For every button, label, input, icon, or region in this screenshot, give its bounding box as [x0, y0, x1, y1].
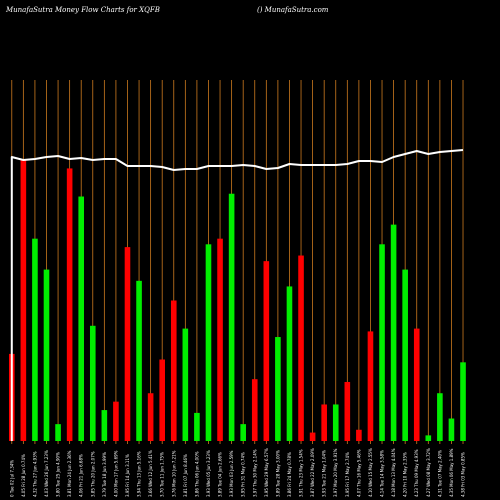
bar-up [32, 238, 38, 441]
x-tick-label: 3.95 Fri 14 Jun 3.11% [125, 454, 130, 497]
bar-up [228, 193, 235, 441]
bar-up [136, 280, 142, 441]
bar-up [275, 337, 281, 441]
x-tick-label: 3.86 Fri 24 May 0.78% [287, 452, 292, 497]
x-tick-label: 4.03 Wed 26 Jun 7.23% [44, 450, 49, 497]
x-tick-labels: 0 Tue 02 Jul 7.34% 4.05 Fri 28 Jun 0.74% 4… [9, 448, 465, 497]
bar-up [205, 244, 212, 441]
x-tick-label: 3.93 Mon 03 Jun 2.59% [229, 450, 234, 497]
x-tick-label: 4.14 Tue 14 May 3.58% [380, 450, 385, 497]
bar-down [298, 255, 304, 441]
x-tick-label: 3.91 Thu 23 May 1.54% [299, 449, 304, 497]
x-tick-label: 4.18 Mon 13 May 4.04% [391, 448, 396, 497]
x-tick-label: 4.20 Fri 10 May 2.35% [403, 452, 408, 497]
chart-title: MunafaSutra Money Flow Charts for XQFB [6, 6, 160, 14]
site-credit: () MunafaSutra.com [257, 6, 329, 14]
bar-up [425, 435, 432, 441]
x-tick-label: 4.38 Fri 03 May 0.85% [461, 452, 466, 497]
x-tick-label: 3.79 Tue 18 Jun 3.99% [102, 452, 107, 497]
money-flow-bars [8, 160, 466, 441]
x-tick-label: 0 Tue 02 Jul 7.34% [9, 460, 14, 497]
bar-up [78, 196, 85, 441]
x-tick-label: 3.81 Fri 07 Jun 8.46% [183, 454, 188, 497]
bar-down [217, 238, 223, 441]
x-tick-label: 4.27 Wed 08 May 3.72% [426, 448, 431, 497]
x-tick-label: 3.80 Tue 25 Jun 4.90% [56, 452, 61, 497]
x-tick-label: 3.95 Wed 29 May 6.57% [264, 448, 269, 497]
bar-up [240, 424, 246, 441]
x-tick-label: 3.70 Tue 11 Jun 1.75% [160, 452, 165, 497]
bar-down [113, 401, 119, 441]
bar-up [194, 412, 200, 441]
x-tick-label: 4.06 Fri 21 Jun 6.68% [79, 454, 84, 497]
x-tick-label: 4.05 Fri 28 Jun 0.74% [21, 454, 26, 497]
x-tick-label: 3.89 Tue 04 Jun 2.66% [218, 452, 223, 497]
bar-up [55, 424, 61, 441]
x-tick-label: 3.81 Mon 24 Jun 2.36% [67, 450, 72, 497]
bar-up [89, 325, 96, 441]
bar-up [448, 418, 455, 441]
bar-down [124, 247, 131, 441]
bar-down [344, 381, 351, 441]
bar-down [263, 261, 270, 441]
price-line-path [10, 149, 464, 442]
bar-down [321, 404, 327, 441]
bar-up [437, 393, 443, 441]
bar-up [182, 328, 189, 441]
bar-down [20, 160, 27, 441]
x-tick-label: 3.95 Fri 17 May 2.74% [345, 452, 350, 497]
x-tick-label: 3.66 Wed 12 Jun 5.41% [148, 450, 153, 497]
x-tick-label: 3.94 Thu 13 Jun 5.16% [137, 451, 142, 497]
bar-down [367, 331, 374, 441]
bar-up [101, 410, 108, 441]
bar-down [66, 168, 73, 441]
bar-up [402, 269, 408, 441]
bar-up [286, 286, 293, 441]
bar-up [379, 244, 385, 441]
x-tick-label: 3.97 Thu 30 May 2.14% [252, 449, 257, 497]
x-tick-label: 4.23 Thu 09 May 4.93% [414, 449, 419, 497]
bar-down [251, 379, 258, 441]
x-tick-label: 4.00 Mon 17 Jun 5.69% [113, 450, 118, 497]
x-tick-label: 3.85 Thu 20 Jun 2.07% [90, 451, 95, 497]
bar-down [147, 393, 154, 441]
bar-up [460, 362, 466, 441]
bar-up [332, 404, 339, 441]
x-tick-label: 3.93 Tue 21 May 1.04% [322, 450, 327, 497]
x-tick-label: 3.86 Thu 06 Jun 4.00% [194, 451, 199, 497]
x-tick-label: 3.87 Wed 22 May 2.09% [310, 448, 315, 497]
bar-down [413, 328, 420, 441]
bar-up [390, 224, 397, 441]
x-tick-label: 3.95 Fri 31 May 0.74% [241, 452, 246, 497]
x-tick-label: 4.10 Wed 15 May 2.55% [368, 448, 373, 497]
x-tick-label: 4.07 Thu 16 May 5.46% [356, 449, 361, 497]
x-tick-label: 3.76 Mon 10 Jun 7.21% [171, 450, 176, 497]
x-tick-label: 4.35 Mon 06 May 1.89% [449, 448, 454, 497]
x-tick-label: 4.32 Thu 27 Jun 4.93% [32, 451, 37, 497]
x-tick-label: 4.31 Tue 07 May 2.40% [437, 450, 442, 497]
bar-down [356, 429, 362, 441]
bar-up [43, 269, 50, 441]
x-tick-label: 3.93 Wed 05 Jun 3.23% [206, 450, 211, 497]
bar-down [170, 300, 177, 441]
price-line [10, 149, 464, 442]
x-tick-label: 3.97 Mon 20 May 3.91% [333, 448, 338, 497]
bar-down [159, 359, 165, 441]
bar-down [309, 432, 316, 441]
x-tick-label: 3.89 Tue 28 May 3.00% [275, 450, 280, 497]
